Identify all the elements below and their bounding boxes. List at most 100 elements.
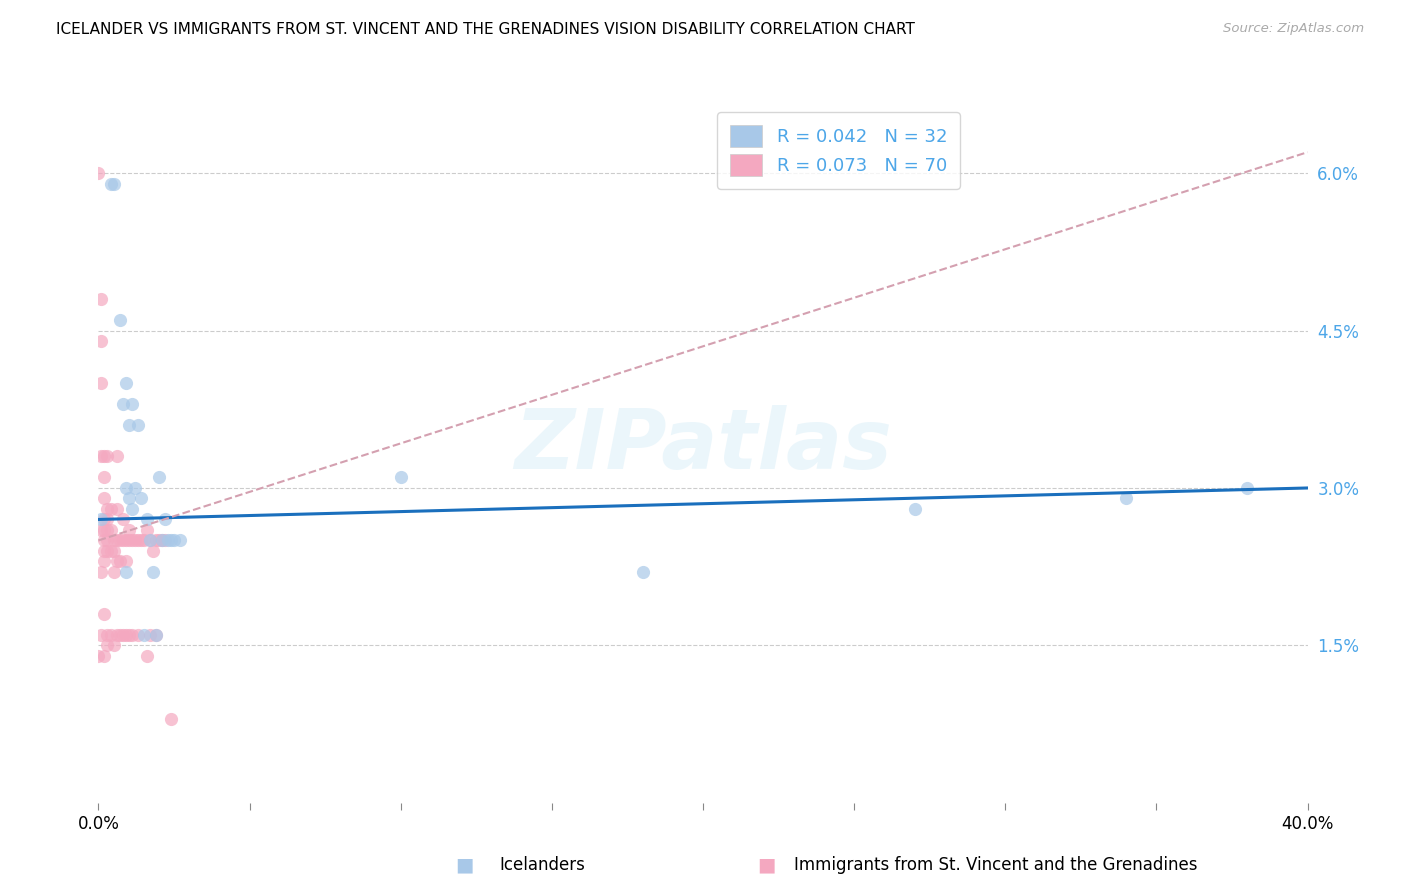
Point [121,397,143,411]
Point [118,491,141,506]
Point [118,523,141,537]
Point [129,533,152,548]
Point [139,533,162,548]
Point [100,177,122,191]
Point [108,554,131,568]
Point [100,523,122,537]
Point [135,512,157,526]
Point [108,313,131,327]
Point [121,533,143,548]
Text: ICELANDER VS IMMIGRANTS FROM ST. VINCENT AND THE GRENADINES VISION DISABILITY CO: ICELANDER VS IMMIGRANTS FROM ST. VINCENT… [56,22,915,37]
Point [103,177,125,191]
Point [96,523,118,537]
Text: ZIPatlas: ZIPatlas [515,406,891,486]
Point [108,533,131,548]
Point [93,607,115,621]
Point [96,502,118,516]
Point [121,502,143,516]
Point [105,450,128,464]
Point [105,628,128,642]
Point [90,334,112,348]
Text: ■: ■ [756,855,776,875]
Text: Immigrants from St. Vincent and the Grenadines: Immigrants from St. Vincent and the Gren… [794,856,1198,874]
Point [121,628,143,642]
Point [631,565,654,579]
Point [1236,481,1258,495]
Point [139,628,162,642]
Point [96,639,118,653]
Point [93,512,115,526]
Point [145,628,167,642]
Point [124,533,146,548]
Point [108,628,131,642]
Point [150,533,173,548]
Point [93,491,115,506]
Point [100,502,122,516]
Point [103,544,125,558]
Point [93,523,115,537]
Point [114,554,136,568]
Point [135,523,157,537]
Point [103,565,125,579]
Point [148,533,170,548]
Point [153,533,176,548]
Point [105,554,128,568]
Point [93,544,115,558]
Point [96,533,118,548]
Point [111,533,134,548]
Point [163,533,186,548]
Point [160,533,183,548]
Legend: R = 0.042   N = 32, R = 0.073   N = 70: R = 0.042 N = 32, R = 0.073 N = 70 [717,112,960,189]
Point [105,533,128,548]
Point [904,502,927,516]
Point [114,376,136,390]
Point [103,533,125,548]
Point [1115,491,1137,506]
Point [105,502,128,516]
Point [96,628,118,642]
Point [156,533,179,548]
Point [87,166,110,180]
Point [127,628,149,642]
Point [118,628,141,642]
Point [90,450,112,464]
Point [148,470,170,484]
Point [111,512,134,526]
Point [96,544,118,558]
Point [100,544,122,558]
Point [153,512,176,526]
Point [160,712,183,726]
Point [139,533,162,548]
Point [114,481,136,495]
Point [96,450,118,464]
Point [100,628,122,642]
Point [93,450,115,464]
Point [135,648,157,663]
Point [114,565,136,579]
Point [96,512,118,526]
Text: ■: ■ [454,855,474,875]
Point [142,565,165,579]
Point [114,628,136,642]
Point [132,533,155,548]
Point [90,376,112,390]
Point [87,648,110,663]
Point [93,470,115,484]
Point [90,523,112,537]
Point [145,628,167,642]
Point [169,533,191,548]
Point [90,565,112,579]
Point [103,639,125,653]
Point [93,648,115,663]
Point [389,470,412,484]
Point [127,533,149,548]
Point [145,533,167,548]
Point [124,481,146,495]
Point [93,533,115,548]
Point [114,533,136,548]
Point [111,628,134,642]
Point [90,628,112,642]
Point [93,554,115,568]
Point [118,533,141,548]
Text: Source: ZipAtlas.com: Source: ZipAtlas.com [1223,22,1364,36]
